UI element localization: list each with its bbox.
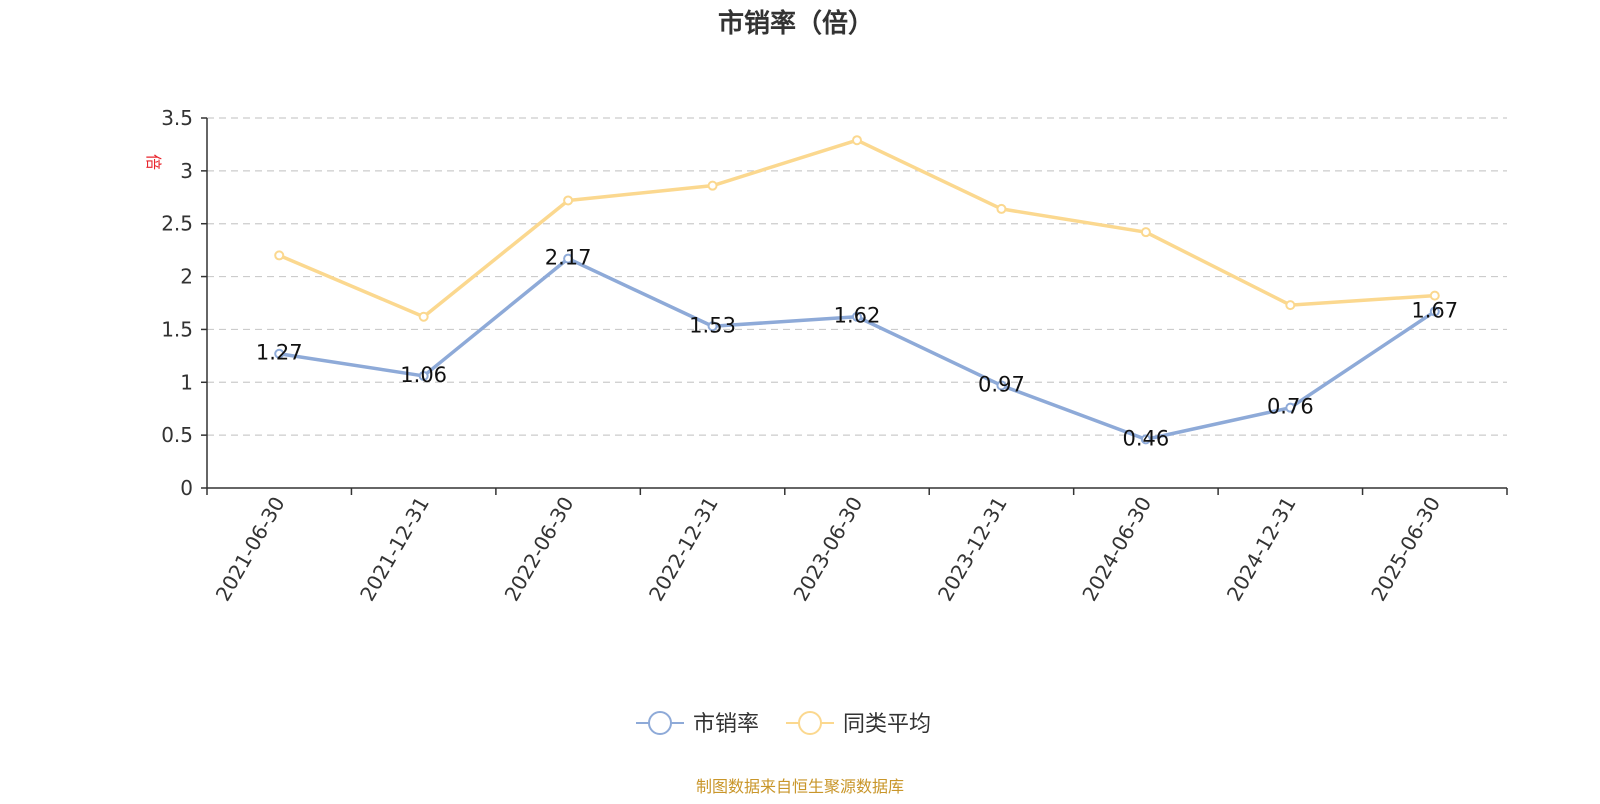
series-line-0 <box>277 256 1437 442</box>
data-point[interactable] <box>1285 402 1296 413</box>
y-tick-label: 0 <box>180 476 193 500</box>
x-tick-label: 2022-06-30 <box>500 493 579 606</box>
data-point[interactable] <box>1140 227 1151 238</box>
data-point[interactable] <box>563 253 574 264</box>
data-label: 1.06 <box>400 363 447 387</box>
data-point[interactable] <box>996 380 1007 391</box>
data-point[interactable] <box>274 250 285 261</box>
y-tick-label: 2 <box>180 265 193 289</box>
data-point[interactable] <box>274 348 285 359</box>
data-point[interactable] <box>996 203 1007 214</box>
data-label: 1.62 <box>834 304 881 328</box>
data-point[interactable] <box>1429 290 1440 301</box>
data-label: 1.53 <box>689 313 736 337</box>
source-note: 制图数据来自恒生聚源数据库 <box>696 777 904 796</box>
data-point[interactable] <box>1140 434 1151 445</box>
data-label: 2.17 <box>545 246 592 270</box>
x-tick-label: 2021-06-30 <box>211 493 290 606</box>
data-point[interactable] <box>1429 306 1440 317</box>
x-tick-label: 2025-06-30 <box>1366 493 1445 606</box>
x-tick-label: 2022-12-31 <box>644 493 723 606</box>
data-point[interactable] <box>563 195 574 206</box>
series-layer <box>274 135 1440 445</box>
data-point[interactable] <box>418 311 429 322</box>
data-point[interactable] <box>707 180 718 191</box>
legend-item-1[interactable]: 同类平均 <box>786 711 931 737</box>
data-point[interactable] <box>852 135 862 146</box>
data-point[interactable] <box>707 321 718 332</box>
x-tick-label: 2023-12-31 <box>933 493 1012 606</box>
legend-marker-icon <box>798 711 822 735</box>
legend-label: 同类平均 <box>843 712 931 737</box>
y-tick-label: 0.5 <box>161 423 193 447</box>
axes: 0 0.5 1 1.5 2 2.5 3 3.5 2021-06-30 2021-12-31 2022… <box>161 106 1508 606</box>
data-label: 1.27 <box>256 341 303 365</box>
data-point[interactable] <box>1285 300 1296 311</box>
data-label: 1.67 <box>1411 298 1458 322</box>
data-label: 0.46 <box>1123 426 1170 450</box>
data-label: 0.76 <box>1267 395 1314 419</box>
data-label: 0.97 <box>978 372 1025 396</box>
y-tick-label: 1.5 <box>161 317 193 341</box>
y-tick-label: 3 <box>180 159 193 183</box>
y-axis-label: 倍 <box>144 154 163 170</box>
data-labels: 1.27 1.06 2.17 1.53 1.62 0.97 0.46 0.76 1.67 <box>256 246 1458 451</box>
data-point[interactable] <box>418 370 429 381</box>
legend-label: 市销率 <box>693 712 759 737</box>
x-tick-label: 2021-12-31 <box>355 492 434 605</box>
y-tick-label: 3.5 <box>161 106 193 130</box>
data-point[interactable] <box>852 311 862 322</box>
x-tick-label: 2024-12-31 <box>1222 493 1301 606</box>
series-line-1 <box>277 138 1437 319</box>
chart-title: 市销率（倍） <box>718 8 874 39</box>
grid-lines <box>207 117 1507 436</box>
x-tick-label: 2024-06-30 <box>1077 493 1156 606</box>
y-tick-label: 1 <box>180 370 193 394</box>
x-tick-label: 2023-06-30 <box>788 493 867 606</box>
y-tick-label: 2.5 <box>161 212 193 236</box>
legend-item-0[interactable]: 市销率 <box>636 711 759 737</box>
legend-marker-icon <box>648 711 672 735</box>
legend[interactable]: 市销率 同类平均 <box>636 711 931 737</box>
